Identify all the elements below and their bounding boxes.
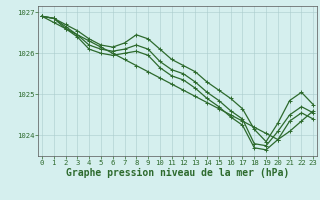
X-axis label: Graphe pression niveau de la mer (hPa): Graphe pression niveau de la mer (hPa) — [66, 168, 289, 178]
